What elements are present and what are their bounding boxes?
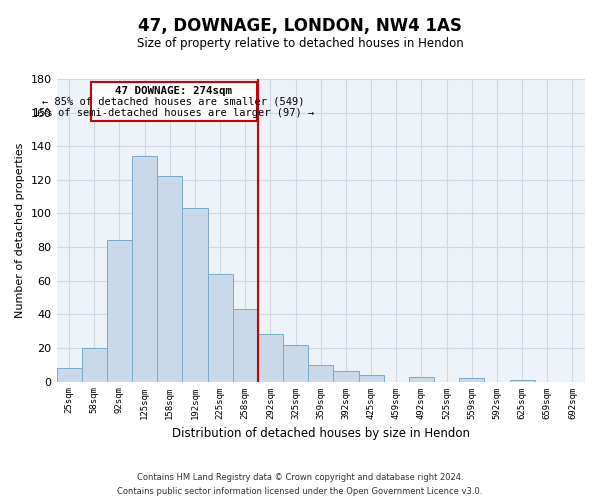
Text: 15% of semi-detached houses are larger (97) →: 15% of semi-detached houses are larger (…	[33, 108, 314, 118]
Bar	[233, 310, 258, 382]
Bar	[459, 378, 484, 382]
Text: Size of property relative to detached houses in Hendon: Size of property relative to detached ho…	[137, 38, 463, 51]
Bar	[409, 376, 434, 382]
Bar	[308, 364, 334, 382]
Text: ← 85% of detached houses are smaller (549): ← 85% of detached houses are smaller (54…	[43, 97, 305, 107]
Bar	[132, 156, 157, 382]
Bar	[509, 380, 535, 382]
Y-axis label: Number of detached properties: Number of detached properties	[15, 142, 25, 318]
Text: Contains public sector information licensed under the Open Government Licence v3: Contains public sector information licen…	[118, 488, 482, 496]
Bar	[82, 348, 107, 382]
Bar	[107, 240, 132, 382]
Bar	[283, 344, 308, 382]
Bar	[157, 176, 182, 382]
Text: 47 DOWNAGE: 274sqm: 47 DOWNAGE: 274sqm	[115, 86, 232, 96]
Bar	[258, 334, 283, 382]
Bar	[182, 208, 208, 382]
Bar	[208, 274, 233, 382]
Bar	[56, 368, 82, 382]
X-axis label: Distribution of detached houses by size in Hendon: Distribution of detached houses by size …	[172, 427, 470, 440]
Bar	[359, 375, 383, 382]
Text: Contains HM Land Registry data © Crown copyright and database right 2024.: Contains HM Land Registry data © Crown c…	[137, 472, 463, 482]
Text: 47, DOWNAGE, LONDON, NW4 1AS: 47, DOWNAGE, LONDON, NW4 1AS	[138, 18, 462, 36]
FancyBboxPatch shape	[91, 82, 257, 121]
Bar	[334, 372, 359, 382]
